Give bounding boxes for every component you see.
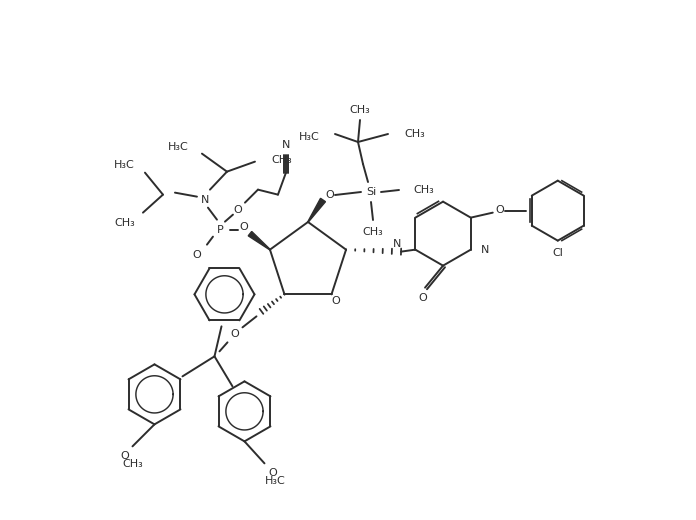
Text: N: N	[481, 244, 489, 255]
Text: O: O	[419, 293, 427, 303]
Text: CH₃: CH₃	[413, 185, 434, 195]
Text: Cl: Cl	[553, 248, 563, 257]
Text: P: P	[216, 225, 223, 235]
Text: N: N	[393, 239, 401, 249]
Text: O: O	[496, 205, 504, 215]
Text: O: O	[326, 190, 334, 200]
Text: CH₃: CH₃	[122, 459, 143, 470]
Text: CH₃: CH₃	[404, 129, 425, 139]
Text: O: O	[331, 296, 340, 306]
Text: H₃C: H₃C	[114, 160, 135, 170]
Text: CH₃: CH₃	[114, 218, 135, 228]
Text: Si: Si	[366, 187, 376, 197]
Text: O: O	[230, 329, 239, 340]
Text: O: O	[234, 205, 242, 215]
Text: O: O	[193, 250, 201, 259]
Text: CH₃: CH₃	[349, 105, 370, 115]
Polygon shape	[308, 198, 326, 222]
Text: CH₃: CH₃	[363, 227, 383, 237]
Text: H₃C: H₃C	[168, 141, 189, 152]
Text: N: N	[200, 194, 209, 205]
Text: H₃C: H₃C	[299, 132, 320, 142]
Text: N: N	[282, 140, 290, 150]
Polygon shape	[248, 231, 270, 250]
Text: H₃C: H₃C	[264, 476, 285, 486]
Text: O: O	[239, 222, 248, 231]
Text: O: O	[120, 451, 129, 461]
Text: CH₃: CH₃	[271, 154, 292, 165]
Text: O: O	[268, 469, 277, 478]
